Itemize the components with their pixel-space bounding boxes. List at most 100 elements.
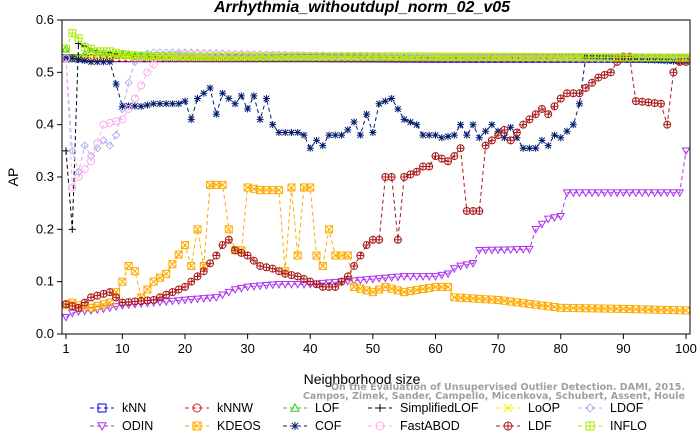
data-point <box>192 421 202 431</box>
data-point <box>656 189 666 198</box>
data-point <box>588 78 597 87</box>
data-point <box>219 89 227 97</box>
legend-label: kNNW <box>217 401 253 415</box>
data-point <box>394 105 402 113</box>
x-tick-label: 40 <box>303 341 317 356</box>
data-point <box>612 189 622 198</box>
data-point <box>156 100 164 108</box>
series-line <box>65 42 686 230</box>
data-point <box>481 141 490 150</box>
data-point <box>287 183 296 192</box>
data-point <box>68 54 76 62</box>
data-point <box>200 89 208 97</box>
data-point <box>569 121 577 129</box>
data-point <box>606 68 615 77</box>
data-point <box>212 110 220 118</box>
legend-item-loop: LoOP <box>496 401 560 415</box>
data-point <box>287 280 296 289</box>
data-point <box>256 115 264 123</box>
x-tick-label: 60 <box>428 341 442 356</box>
data-point <box>469 121 477 129</box>
legend-item-lof: LOF <box>283 401 340 415</box>
data-point <box>306 144 314 152</box>
data-point <box>387 173 396 181</box>
x-tick-label: 30 <box>240 341 254 356</box>
data-point <box>312 251 321 260</box>
x-tick-label: 50 <box>366 341 380 356</box>
series-line <box>65 56 686 309</box>
data-point <box>93 58 101 66</box>
data-point <box>180 296 190 305</box>
data-point <box>74 173 83 181</box>
data-point <box>206 84 214 92</box>
data-point <box>506 246 515 255</box>
data-point <box>438 134 446 142</box>
data-point <box>212 251 221 260</box>
data-point <box>174 250 183 259</box>
data-point <box>363 110 371 118</box>
data-point <box>350 118 358 126</box>
data-point <box>537 220 547 229</box>
data-point <box>462 261 472 270</box>
series-inflo <box>62 29 690 62</box>
data-point <box>174 297 184 306</box>
x-axis-label: Neighborhood size <box>304 371 421 387</box>
data-point <box>338 131 346 139</box>
data-point <box>525 115 534 124</box>
data-point <box>444 282 453 291</box>
data-point <box>255 282 265 291</box>
data-point <box>80 141 89 150</box>
data-point <box>291 422 299 430</box>
series-ldof <box>61 48 691 176</box>
data-point <box>193 272 202 281</box>
data-point <box>425 162 434 171</box>
data-point <box>218 241 227 250</box>
data-point <box>187 115 195 123</box>
legend-label: LDF <box>528 419 552 433</box>
data-point <box>287 271 296 280</box>
legend-label: COF <box>315 419 342 433</box>
data-point <box>262 263 271 272</box>
data-point <box>143 68 152 77</box>
data-point <box>594 73 603 82</box>
data-point <box>281 269 290 278</box>
data-point <box>87 58 95 66</box>
series-line <box>66 56 687 150</box>
data-point <box>581 84 590 93</box>
series-ldf <box>62 52 690 312</box>
data-point <box>249 256 258 265</box>
data-point <box>506 136 515 145</box>
data-point <box>537 104 546 113</box>
series-line <box>65 150 687 318</box>
data-point <box>450 152 459 161</box>
data-point <box>531 226 541 234</box>
data-point <box>568 189 578 198</box>
data-point <box>324 279 334 288</box>
data-point <box>393 235 402 244</box>
legend-label: LoOP <box>528 401 560 415</box>
data-point <box>344 126 352 134</box>
data-point <box>644 189 653 198</box>
data-point <box>575 189 584 198</box>
legend-item-kdeos: KDEOS <box>185 419 261 433</box>
y-tick-label: 0.1 <box>36 274 54 289</box>
data-point <box>150 100 158 108</box>
data-point <box>256 261 265 270</box>
data-point <box>356 131 364 139</box>
data-point <box>274 280 284 289</box>
data-point <box>249 283 259 291</box>
data-point <box>325 225 334 234</box>
data-point <box>487 136 496 145</box>
data-point <box>538 136 546 144</box>
data-point <box>237 284 246 293</box>
data-point <box>306 183 315 192</box>
y-tick-label: 0.6 <box>36 12 54 27</box>
data-point <box>199 267 208 276</box>
legend-item-inflo: INFLO <box>578 419 647 433</box>
data-point <box>669 189 678 198</box>
data-point <box>318 261 327 270</box>
data-point <box>281 129 289 137</box>
data-point <box>250 92 258 100</box>
x-tick-label: 90 <box>616 341 630 356</box>
data-point <box>482 127 490 135</box>
